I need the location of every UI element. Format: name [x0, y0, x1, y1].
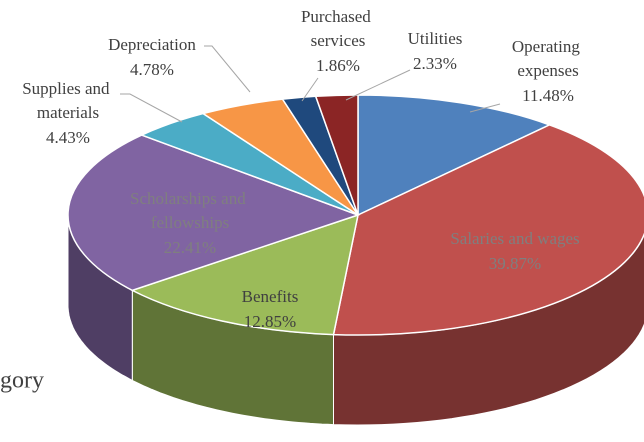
slice-label: Utilities [408, 29, 463, 48]
slice-label-line: Benefits [242, 287, 299, 306]
slice-label-line: Utilities [408, 29, 463, 48]
leader-line [345, 69, 411, 101]
slice-label-line: Operating [512, 37, 584, 56]
slice-label: Depreciation [108, 35, 196, 54]
pie [67, 94, 644, 426]
slice-label-line: Depreciation [108, 35, 196, 54]
slice-label-line: materials [37, 103, 99, 122]
slice-label: Salaries and wages [450, 229, 579, 248]
slice-value-label: 4.78% [130, 60, 174, 79]
slice-value-label: 1.86% [316, 56, 360, 75]
legend-title-fragment: gory [0, 368, 44, 394]
leader-line [120, 93, 183, 123]
slice-value-label: 11.48% [522, 86, 574, 105]
pie-slice [67, 134, 361, 292]
pie-slice [357, 94, 552, 217]
leader-lines [120, 45, 501, 123]
slice-label: Supplies and materials [22, 79, 114, 122]
slice-label-line: services [311, 31, 366, 50]
slice-label: Benefits [242, 287, 299, 306]
pie-slice [130, 213, 359, 336]
leader-line [469, 103, 501, 113]
slice-label: Purchased services [301, 7, 375, 50]
slice-value-label: 22.41% [164, 238, 216, 257]
slice-value-label: 12.85% [244, 312, 296, 331]
slice-label-line: Purchased [301, 7, 375, 26]
slice-value-label: 4.43% [46, 128, 90, 147]
slice-label-line: Supplies and [22, 79, 114, 98]
slice-label-line: fellowships [151, 213, 229, 232]
slice-value-label: 2.33% [413, 54, 457, 73]
slice-label-line: expenses [517, 61, 578, 80]
leader-line [301, 77, 319, 102]
leader-line [204, 45, 251, 93]
pie-slice [314, 94, 359, 216]
pie-slice [332, 124, 644, 336]
slice-label: Operating expenses [512, 37, 584, 80]
slice-value-label: 39.87% [489, 254, 541, 273]
slice-label-line: Scholarships and [130, 189, 250, 208]
slice-label: Scholarships and fellowships [130, 189, 250, 232]
slice-label-line: Salaries and wages [450, 229, 579, 248]
